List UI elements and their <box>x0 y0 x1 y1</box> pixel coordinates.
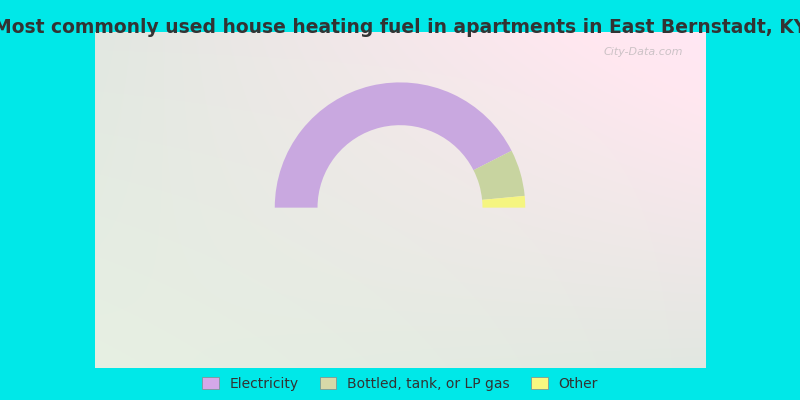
Wedge shape <box>482 196 526 208</box>
Legend: Electricity, Bottled, tank, or LP gas, Other: Electricity, Bottled, tank, or LP gas, O… <box>196 372 604 396</box>
Text: Most commonly used house heating fuel in apartments in East Bernstadt, KY: Most commonly used house heating fuel in… <box>0 18 800 37</box>
Wedge shape <box>474 151 525 200</box>
Text: City-Data.com: City-Data.com <box>603 47 682 57</box>
Wedge shape <box>274 82 511 208</box>
